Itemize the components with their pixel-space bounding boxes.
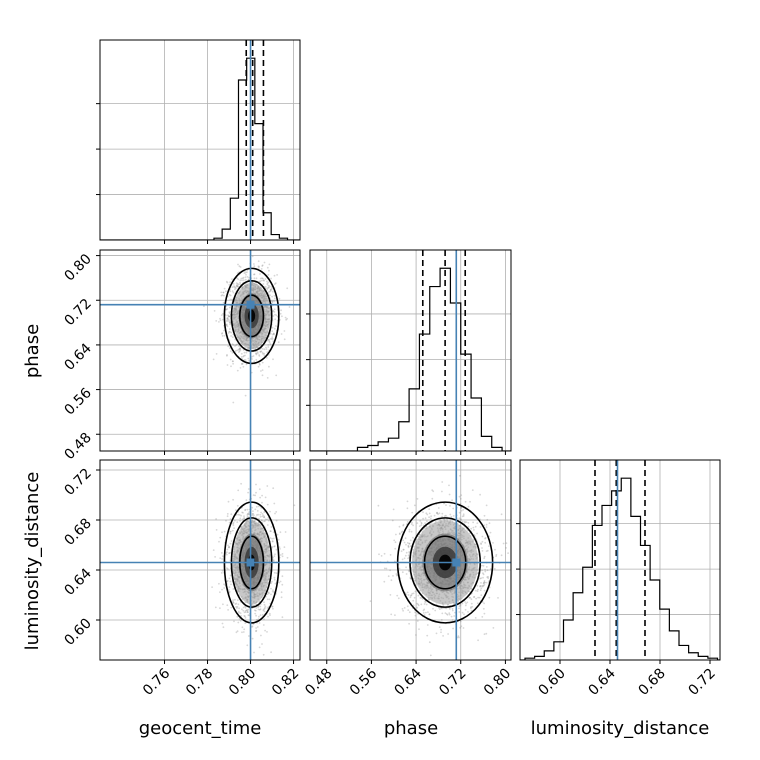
x-tick-label: 0.68 — [635, 666, 668, 699]
panel-frame — [99, 459, 301, 661]
panel-luminosity_distance-geocent_time: 0.60 0.64 0.68 0.72 0.76 0.78 0.80 0.82 — [61, 459, 302, 699]
x-tick-label: 0.60 — [535, 666, 568, 699]
panel-phase-phase — [306, 249, 512, 455]
panel-frame — [99, 249, 301, 452]
x-tick-label: 0.78 — [183, 666, 216, 699]
truth-marker — [246, 558, 255, 567]
x-tick-label: 0.72 — [685, 666, 718, 699]
x-axis-label-geocent_time: geocent_time — [139, 718, 262, 739]
histogram-phase — [310, 267, 511, 451]
panel-frame — [519, 459, 721, 661]
panel-frame — [309, 249, 512, 452]
x-tick-label: 0.72 — [436, 666, 469, 699]
y-tick-label: 0.56 — [61, 385, 94, 418]
panel-phase-geocent_time: 0.48 0.56 0.64 0.72 0.80 — [61, 249, 301, 463]
x-tick-label: 0.76 — [140, 665, 173, 698]
panel-frame — [309, 459, 512, 661]
contour-line — [223, 267, 280, 365]
y-tick-label: 0.68 — [61, 516, 94, 549]
density-fill — [248, 309, 256, 323]
x-axis-label-luminosity_distance: luminosity_distance — [531, 718, 710, 739]
x-tick-label: 0.80 — [481, 666, 514, 699]
panel-luminosity_distance-luminosity_distance: 0.60 0.64 0.68 0.72 — [516, 459, 721, 699]
x-tick-label: 0.64 — [392, 665, 425, 698]
x-axis-label-phase: phase — [384, 718, 438, 739]
panel-geocent_time-geocent_time — [96, 39, 301, 244]
x-tick-label: 0.56 — [347, 665, 380, 698]
y-tick-label: 0.72 — [61, 466, 94, 499]
contour-line — [230, 279, 273, 352]
x-tick-label: 0.82 — [269, 666, 302, 699]
contour-line — [238, 294, 265, 338]
y-tick-label: 0.64 — [61, 340, 94, 373]
truth-marker — [452, 558, 461, 567]
y-tick-label: 0.48 — [61, 430, 94, 463]
x-tick-label: 0.80 — [226, 666, 259, 699]
y-tick-label: 0.72 — [61, 296, 94, 329]
y-tick-label: 0.64 — [61, 565, 94, 598]
y-tick-label: 0.60 — [61, 616, 94, 649]
panel-luminosity_distance-phase: 0.48 0.56 0.64 0.72 0.80 — [302, 459, 514, 699]
x-tick-label: 0.64 — [585, 665, 618, 698]
x-tick-label: 0.48 — [302, 666, 335, 699]
panel-frame — [99, 39, 301, 241]
y-axis-label-luminosity_distance: luminosity_distance — [22, 472, 43, 651]
y-axis-label-phase: phase — [22, 324, 43, 378]
y-tick-label: 0.80 — [61, 251, 94, 284]
histogram-luminosity_distance — [520, 477, 720, 660]
truth-marker — [246, 300, 255, 309]
